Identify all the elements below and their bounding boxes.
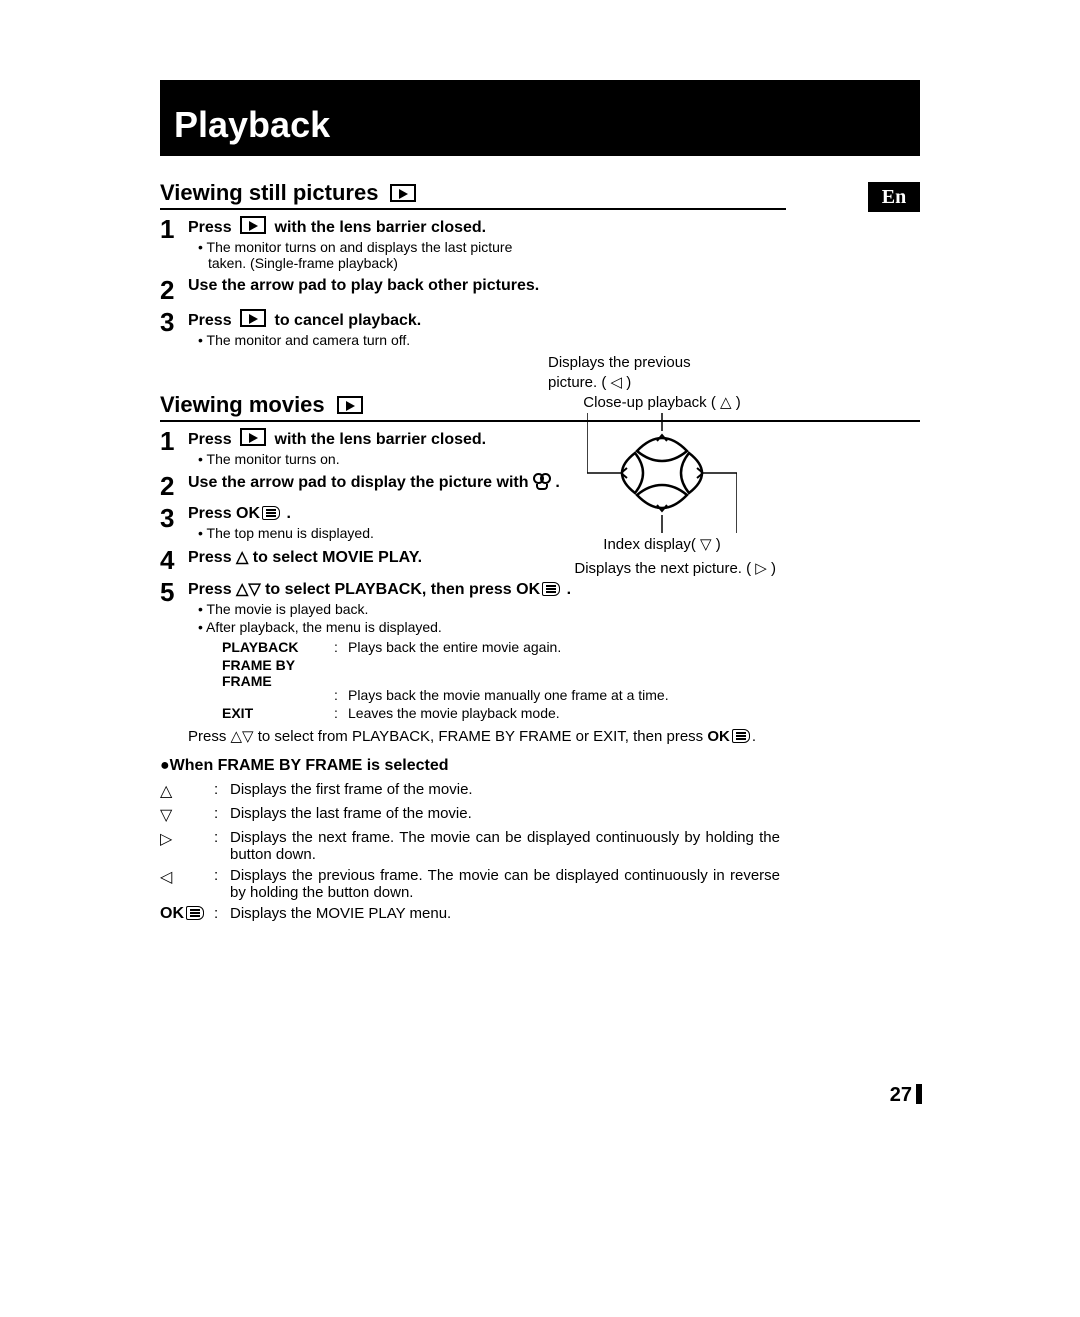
still-content: 1 Press with the lens barrier closed. Th…	[160, 216, 920, 348]
diagram-index-label: Index display( ▽ )	[548, 535, 776, 553]
section-rule	[160, 420, 920, 422]
step-number: 1	[160, 216, 188, 271]
menu-icon	[262, 506, 280, 520]
diagram-prev-label: Displays the previous	[548, 354, 776, 371]
playback-icon	[240, 309, 266, 327]
diagram-prev-label2: picture. ( ◁ )	[548, 373, 776, 391]
frame-by-frame-table: △:Displays the first frame of the movie.…	[160, 781, 780, 923]
arrow-pad-diagram: Displays the previous picture. ( ◁ ) Clo…	[548, 354, 776, 577]
step-number: 3	[160, 309, 188, 348]
menu-icon	[186, 906, 204, 920]
step-body: Press with the lens barrier closed. The …	[188, 216, 550, 271]
definitions: PLAYBACK:Plays back the entire movie aga…	[222, 639, 756, 721]
page-title: Playback	[160, 98, 780, 156]
step-body: Use the arrow pad to play back other pic…	[188, 277, 539, 303]
bullet: The monitor turns on and displays the la…	[198, 239, 550, 271]
title-bar: Playback	[160, 80, 920, 156]
arrow-pad-svg	[587, 413, 737, 533]
diagram-next-label: Displays the next picture. ( ▷ )	[548, 559, 776, 577]
heading-text: Viewing still pictures	[160, 180, 378, 206]
playback-icon	[337, 396, 363, 414]
heading-text: Viewing movies	[160, 392, 325, 418]
step-number: 2	[160, 277, 188, 303]
playback-icon	[240, 428, 266, 446]
still-steps: 1 Press with the lens barrier closed. Th…	[160, 216, 550, 348]
manual-page: Playback En Viewing still pictures 1 Pre…	[160, 80, 920, 923]
section-rule	[160, 208, 786, 210]
menu-icon	[542, 582, 560, 596]
step-5: 5 Press △▽ to select PLAYBACK, then pres…	[160, 579, 780, 745]
step-3: 3 Press to cancel playback. The monitor …	[160, 309, 550, 348]
section-heading-movies: Viewing movies	[160, 392, 920, 418]
diagram-closeup-label: Close-up playback ( △ )	[548, 393, 776, 411]
playback-icon	[240, 216, 266, 234]
movie-icon	[533, 473, 551, 489]
language-tab: En	[868, 182, 920, 212]
section-heading-still: Viewing still pictures	[160, 180, 920, 206]
trailer-text: Press △▽ to select from PLAYBACK, FRAME …	[188, 727, 756, 745]
when-frame-heading: ●When FRAME BY FRAME is selected	[160, 757, 920, 775]
page-number: 27	[890, 1084, 922, 1107]
page-number-bar	[916, 1084, 922, 1104]
step-body: Press to cancel playback. The monitor an…	[188, 309, 421, 348]
step-1: 1 Press with the lens barrier closed. Th…	[160, 216, 550, 271]
bullet: The monitor and camera turn off.	[198, 332, 421, 348]
menu-icon	[732, 729, 750, 743]
playback-icon	[390, 184, 416, 202]
step-2: 2 Use the arrow pad to play back other p…	[160, 277, 550, 303]
